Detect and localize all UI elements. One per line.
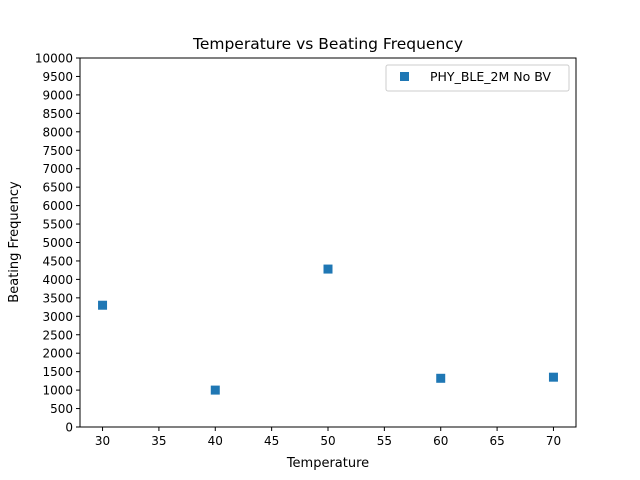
x-tick-label: 55 [377, 434, 392, 448]
plot-area-frame [79, 57, 577, 428]
legend-box [385, 64, 570, 92]
x-axis-label: Temperature [286, 456, 369, 471]
y-tick-label: 9500 [42, 70, 73, 84]
y-tick-label: 4000 [42, 273, 73, 287]
x-tick-label: 35 [151, 434, 166, 448]
y-tick-label: 5000 [42, 236, 73, 250]
y-tick-label: 7500 [42, 144, 73, 158]
x-axis-ticks: 30 35 40 45 50 55 60 65 70 [95, 427, 561, 448]
y-tick-label: 5500 [42, 218, 73, 232]
y-tick-label: 2000 [42, 347, 73, 361]
legend-marker [400, 72, 409, 81]
y-tick-label: 1000 [42, 384, 73, 398]
y-tick-label: 3000 [42, 310, 73, 324]
y-axis-ticks: 0 500 1000 1500 2000 2500 3000 3500 4000 4500 5000… [35, 52, 80, 435]
y-tick-label: 3500 [42, 291, 73, 305]
legend: PHY_BLE_2M No BV [385, 64, 570, 92]
data-point [323, 264, 333, 274]
y-tick-label: 500 [50, 402, 73, 416]
x-tick-label: 45 [264, 434, 279, 448]
x-tick-label: 65 [489, 434, 504, 448]
y-axis-label: Beating Frequency [7, 181, 22, 303]
x-tick-label: 40 [208, 434, 223, 448]
chart-title: Temperature vs Beating Frequency [192, 35, 463, 53]
data-point [98, 300, 108, 310]
x-tick-label: 60 [433, 434, 448, 448]
data-points [98, 264, 558, 395]
y-tick-label: 7000 [42, 162, 73, 176]
y-tick-label: 6000 [42, 199, 73, 213]
y-tick-label: 6500 [42, 181, 73, 195]
y-tick-label: 0 [65, 421, 73, 435]
data-point [210, 385, 220, 395]
y-tick-label: 2500 [42, 328, 73, 342]
y-tick-label: 10000 [35, 52, 73, 66]
y-tick-label: 8500 [42, 107, 73, 121]
y-tick-label: 1500 [42, 365, 73, 379]
data-point [548, 372, 558, 382]
y-tick-label: 9000 [42, 88, 73, 102]
x-tick-label: 70 [546, 434, 561, 448]
x-tick-label: 50 [320, 434, 335, 448]
y-tick-label: 8000 [42, 125, 73, 139]
y-tick-label: 4500 [42, 254, 73, 268]
data-point [436, 373, 446, 383]
x-tick-label: 30 [95, 434, 110, 448]
legend-label: PHY_BLE_2M No BV [430, 69, 551, 84]
